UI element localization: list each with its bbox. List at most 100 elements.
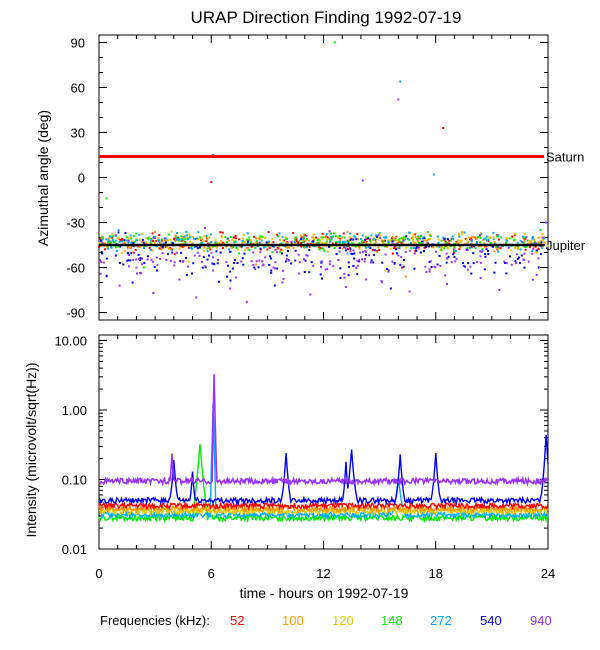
azimuth-scatter-272 xyxy=(109,245,112,248)
azimuth-scatter-540 xyxy=(372,261,375,264)
azimuth-scatter-940 xyxy=(155,256,158,259)
azimuth-scatter-100 xyxy=(386,246,389,249)
azimuth-scatter-52 xyxy=(450,237,453,240)
azimuth-scatter-272 xyxy=(341,240,344,243)
azimuth-scatter-540 xyxy=(118,261,121,264)
azimuth-scatter-100 xyxy=(174,234,177,237)
azimuth-scatter-52 xyxy=(181,246,184,249)
azimuth-point-272 xyxy=(260,239,263,242)
azimuth-point-120 xyxy=(197,238,200,240)
azimuth-scatter-100 xyxy=(538,242,541,245)
azimuth-scatter-940 xyxy=(138,258,141,261)
azimuth-point-148 xyxy=(105,197,108,200)
azimuth-scatter-120 xyxy=(191,235,194,238)
azimuth-scatter-272 xyxy=(348,232,351,235)
azimuth-point-148 xyxy=(142,266,145,269)
azimuth-scatter-540 xyxy=(540,241,543,244)
azimuth-scatter-100 xyxy=(532,238,535,241)
azimuth-scatter-120 xyxy=(437,238,440,241)
azimuth-scatter-120 xyxy=(348,236,351,239)
azimuth-scatter-100 xyxy=(267,242,270,245)
azimuth-point-272 xyxy=(126,239,129,242)
azimuth-scatter-940 xyxy=(362,251,365,254)
azimuth-scatter-148 xyxy=(317,241,320,244)
azimuth-point-120 xyxy=(511,236,514,239)
azimuth-scatter-272 xyxy=(543,237,546,240)
azimuth-scatter-272 xyxy=(149,248,152,251)
azimuth-scatter-148 xyxy=(132,235,135,238)
azimuth-scatter-148 xyxy=(255,240,258,243)
azimuth-scatter-940 xyxy=(138,271,141,274)
azimuth-scatter-120 xyxy=(323,235,326,238)
azimuth-scatter-120 xyxy=(461,232,464,235)
azimuth-scatter-148 xyxy=(426,231,429,234)
azimuth-ytick-label: 0 xyxy=(78,171,85,186)
azimuth-scatter-540 xyxy=(211,262,214,265)
azimuth-scatter-120 xyxy=(242,233,245,236)
azimuth-scatter-52 xyxy=(174,239,177,242)
azimuth-scatter-540 xyxy=(319,273,322,276)
azimuth-point-540 xyxy=(273,284,276,287)
azimuth-scatter-100 xyxy=(220,240,223,243)
azimuth-point-940 xyxy=(397,98,400,101)
azimuth-scatter-940 xyxy=(377,234,380,237)
azimuth-scatter-940 xyxy=(225,261,228,264)
azimuth-scatter-120 xyxy=(412,233,415,236)
azimuth-scatter-148 xyxy=(246,238,249,241)
azimuth-point-940 xyxy=(479,277,482,279)
azimuth-scatter-120 xyxy=(312,237,315,240)
azimuth-scatter-540 xyxy=(100,250,103,253)
azimuth-scatter-52 xyxy=(159,247,162,250)
azimuth-scatter-540 xyxy=(518,261,521,264)
azimuth-scatter-940 xyxy=(102,261,105,264)
azimuth-scatter-540 xyxy=(141,238,144,241)
azimuth-scatter-100 xyxy=(123,249,126,252)
azimuth-scatter-148 xyxy=(233,241,236,244)
azimuth-scatter-940 xyxy=(402,239,405,242)
azimuth-reference-lines: Saturn Jupiter xyxy=(99,150,586,253)
intensity-y-axis-label: Intensity (microvolt/sqrt(Hz)) xyxy=(23,362,39,537)
azimuth-point-540 xyxy=(303,271,306,273)
azimuth-scatter-940 xyxy=(479,261,482,264)
frequency-legend: Frequencies (kHz): 52 100 120 148 272 540 940 xyxy=(100,613,552,628)
azimuth-scatter-940 xyxy=(516,253,519,256)
azimuth-scatter-120 xyxy=(286,245,289,248)
azimuth-scatter-940 xyxy=(169,259,172,262)
azimuth-scatter-120 xyxy=(189,240,192,243)
legend-item-148: 148 xyxy=(381,613,403,628)
azimuth-scatter-540 xyxy=(99,239,102,242)
azimuth-scatter-100 xyxy=(315,242,318,245)
azimuth-scatter-120 xyxy=(497,247,500,250)
azimuth-scatter-540 xyxy=(339,267,342,270)
azimuth-scatter-100 xyxy=(151,249,154,252)
azimuth-scatter-940 xyxy=(429,260,432,263)
azimuth-scatter-940 xyxy=(281,269,284,272)
azimuth-scatter-540 xyxy=(229,250,232,253)
azimuth-scatter-540 xyxy=(139,257,142,260)
azimuth-scatter-940 xyxy=(337,258,340,261)
azimuth-scatter-120 xyxy=(242,237,245,240)
azimuth-point-148 xyxy=(333,41,336,44)
azimuth-point-52 xyxy=(331,242,334,245)
azimuth-scatter-148 xyxy=(404,238,407,241)
azimuth-point-940 xyxy=(228,287,231,290)
azimuth-point-100 xyxy=(522,238,525,240)
azimuth-scatter-52 xyxy=(528,246,531,249)
azimuth-scatter-52 xyxy=(253,235,256,238)
azimuth-scatter-940 xyxy=(255,260,258,263)
azimuth-scatter-100 xyxy=(129,246,132,249)
azimuth-scatter-120 xyxy=(170,230,173,233)
azimuth-scatter-100 xyxy=(417,239,420,242)
azimuth-scatter-148 xyxy=(147,237,150,240)
azimuth-scatter-272 xyxy=(302,237,305,240)
azimuth-scatter-148 xyxy=(184,238,187,241)
azimuth-scatter-148 xyxy=(224,236,227,239)
azimuth-scatter-148 xyxy=(419,241,422,244)
azimuth-scatter-52 xyxy=(524,237,527,240)
azimuth-scatter-272 xyxy=(227,248,230,251)
azimuth-scatter-540 xyxy=(161,245,164,248)
azimuth-scatter-52 xyxy=(99,237,102,240)
azimuth-scatter-148 xyxy=(513,238,516,241)
azimuth-scatter-148 xyxy=(181,238,184,241)
azimuth-scatter-540 xyxy=(281,252,284,255)
